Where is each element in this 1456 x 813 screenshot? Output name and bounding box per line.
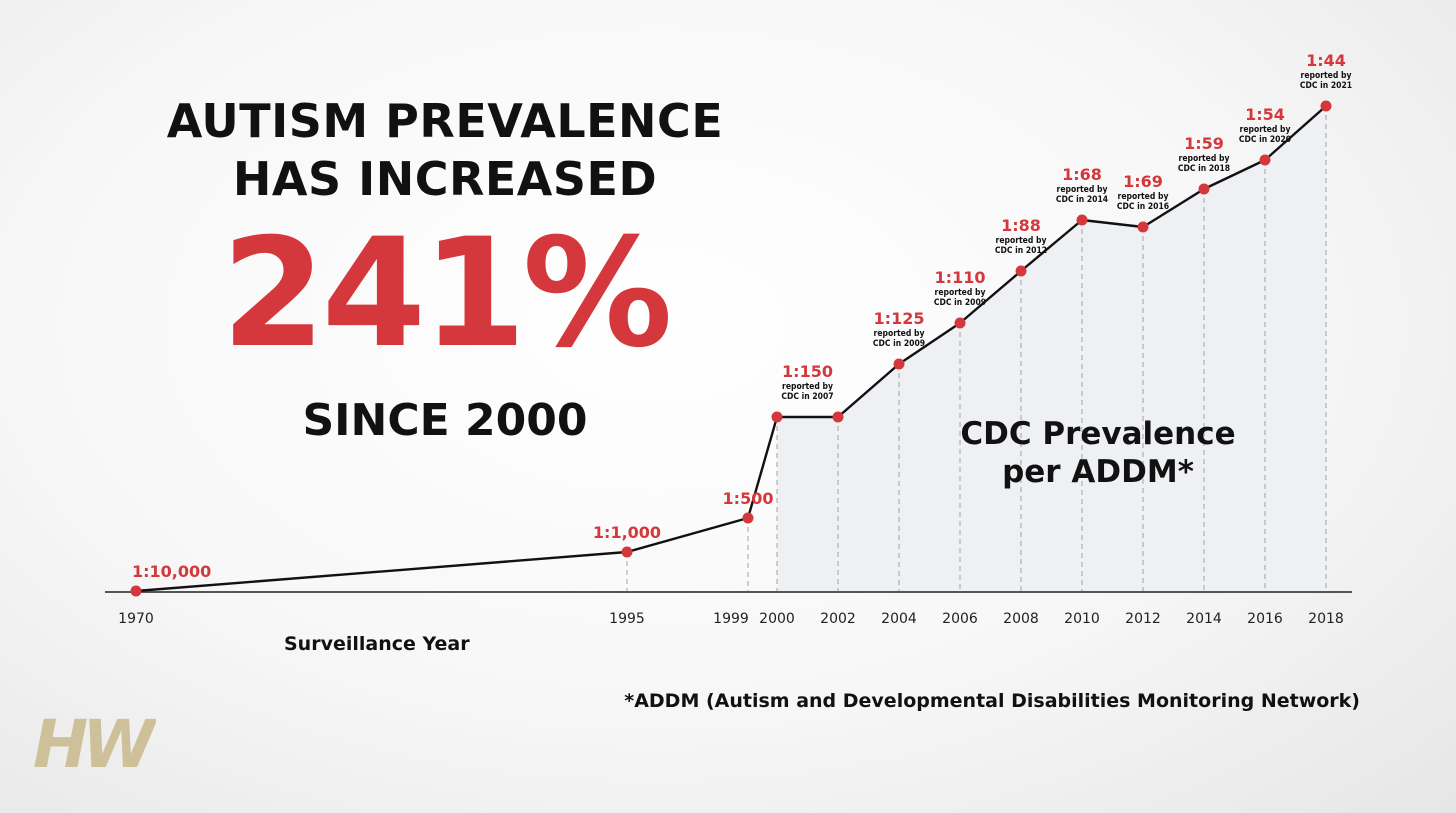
data-point	[1076, 214, 1088, 226]
x-tick-label: 2012	[1125, 611, 1161, 627]
data-point	[742, 512, 754, 524]
point-label: 1:54	[1245, 105, 1285, 124]
shaded-area	[777, 106, 1326, 592]
data-point	[1015, 265, 1027, 277]
point-label: 1:1,000	[593, 523, 661, 542]
point-label: 1:68	[1062, 165, 1102, 184]
x-tick-label: 2018	[1308, 611, 1344, 627]
data-point	[1259, 154, 1271, 166]
x-tick-label: 2006	[942, 611, 978, 627]
point-note: reported by	[874, 329, 925, 339]
point-label: 1:110	[935, 268, 986, 287]
data-point	[1320, 100, 1332, 112]
x-tick-label: 2008	[1003, 611, 1039, 627]
data-point	[1137, 221, 1149, 233]
since-year: SINCE 2000	[302, 395, 588, 446]
x-tick-label: 1995	[609, 611, 645, 627]
x-tick-label: 1970	[118, 611, 154, 627]
percent-increase: 241%	[221, 207, 672, 381]
x-tick-label: 2014	[1186, 611, 1222, 627]
data-point	[954, 317, 966, 329]
point-note: reported by	[1301, 71, 1352, 81]
x-tick-label: 2000	[759, 611, 795, 627]
headline: AUTISM PREVALENCE HAS INCREASED	[120, 92, 770, 208]
x-tick-label: 2016	[1247, 611, 1283, 627]
headline-line-1: AUTISM PREVALENCE	[166, 94, 724, 148]
point-label: 1:59	[1184, 134, 1224, 153]
footnote: *ADDM (Autism and Developmental Disabili…	[624, 690, 1360, 712]
point-note: CDC in 2018	[1178, 164, 1230, 174]
x-tick-label: 2002	[820, 611, 856, 627]
point-note: CDC in 2020	[1239, 135, 1291, 145]
point-note: CDC in 2021	[1300, 81, 1352, 91]
point-note: CDC in 2012	[995, 246, 1047, 256]
point-label: 1:125	[874, 309, 925, 328]
x-tick-label: 2004	[881, 611, 917, 627]
x-tick-label: 2010	[1064, 611, 1100, 627]
point-label: 1:500	[723, 489, 774, 508]
point-label: 1:69	[1123, 172, 1163, 191]
chart-shading	[777, 106, 1326, 592]
point-label: 1:10,000	[132, 562, 211, 581]
chart-annotation-line-2: per ADDM*	[1002, 454, 1194, 490]
point-note: CDC in 2007	[781, 392, 833, 402]
point-label: 1:150	[782, 362, 833, 381]
data-point	[621, 546, 633, 558]
point-note: reported by	[1118, 192, 1169, 202]
x-tick-labels: 1970 1995 1999 2000 2002 2004 2006 2008 2010 2012…	[118, 611, 1344, 627]
point-note: reported by	[996, 236, 1047, 246]
drop-lines	[626, 106, 1327, 592]
point-note: reported by	[1057, 185, 1108, 195]
data-point	[1198, 183, 1210, 195]
x-tick-label: 1999	[713, 611, 749, 627]
data-point	[832, 411, 844, 423]
data-point	[893, 358, 905, 370]
point-label: 1:44	[1306, 51, 1346, 70]
point-note: reported by	[782, 382, 833, 392]
point-note: reported by	[1240, 125, 1291, 135]
hw-logo: HW	[33, 706, 156, 777]
data-point	[771, 411, 783, 423]
chart-annotation-line-1: CDC Prevalence	[960, 416, 1235, 452]
point-note: CDC in 2016	[1117, 202, 1169, 212]
point-label: 1:88	[1001, 216, 1041, 235]
point-note: CDC in 2009	[873, 339, 925, 349]
point-note: CDC in 2014	[1056, 195, 1108, 205]
point-note: CDC in 2009	[934, 298, 986, 308]
headline-line-2: HAS INCREASED	[232, 152, 658, 206]
logo-text: HW	[33, 706, 156, 777]
data-point	[130, 585, 142, 597]
point-note: reported by	[1179, 154, 1230, 164]
x-axis-title: Surveillance Year	[284, 633, 470, 655]
point-note: reported by	[935, 288, 986, 298]
